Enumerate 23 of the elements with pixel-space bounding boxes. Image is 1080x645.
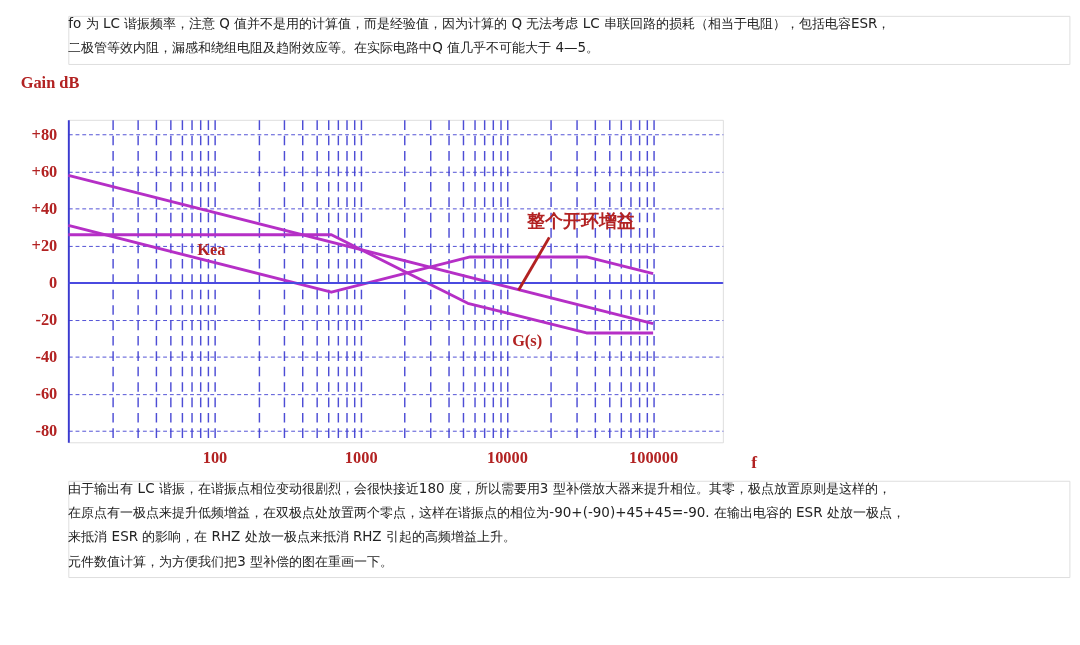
y-tick-label: +60 — [31, 162, 58, 182]
y-tick-label: +40 — [31, 199, 58, 219]
x-tick-label: 10000 — [486, 447, 528, 467]
x-tick-label: 1000 — [344, 447, 378, 467]
text: 由于输出有 LC 谐振，在谐振点相位变动很剧烈，会很快接近180 度，所以需要用3 型补偿放大器来提升相位。其零，极点放置原则是这样的， — [68, 480, 891, 497]
annotation: 整个开环增益 — [526, 209, 636, 231]
y-tick-label: -40 — [35, 347, 58, 367]
y-tick-label: -60 — [35, 384, 58, 404]
y-tick-label: -80 — [35, 421, 58, 441]
y-axis-title: Gain dB — [20, 72, 80, 92]
y-tick-label: -20 — [35, 310, 58, 330]
y-tick-label: 0 — [49, 273, 58, 293]
series-label: G(s) — [512, 331, 543, 351]
y-tick-label: +20 — [31, 236, 58, 256]
text: 元件数值计算，为方便我们把3 型补偿的图在重画一下。 — [68, 552, 394, 569]
text: 二极管等效内阻，漏感和绕组电阻及趋附效应等。在实际电路中Q 值几乎不可能大于 4—5。 — [68, 39, 600, 56]
text: fo 为 LC 谐振频率，注意 Q 值并不是用的计算值，而是经验值，因为计算的 Q 无法考虑 LC 串联回路的损耗（相当于电阻），包括电容ESR， — [68, 15, 891, 32]
y-tick-label: +80 — [31, 124, 58, 144]
text: 在原点有一极点来提升低频增益，在双极点处放置两个零点，这样在谐振点的相位为-90+(-90)+45+45=-90. 在输出电容的 ESR 处放一极点， — [68, 504, 905, 521]
x-axis-title: f — [751, 452, 758, 472]
x-tick-label: 100 — [202, 447, 228, 467]
text: 来抵消 ESR 的影响，在 RHZ 处放一极点来抵消 RHZ 引起的高频增益上升。 — [68, 528, 516, 545]
x-tick-label: 100000 — [629, 447, 679, 467]
